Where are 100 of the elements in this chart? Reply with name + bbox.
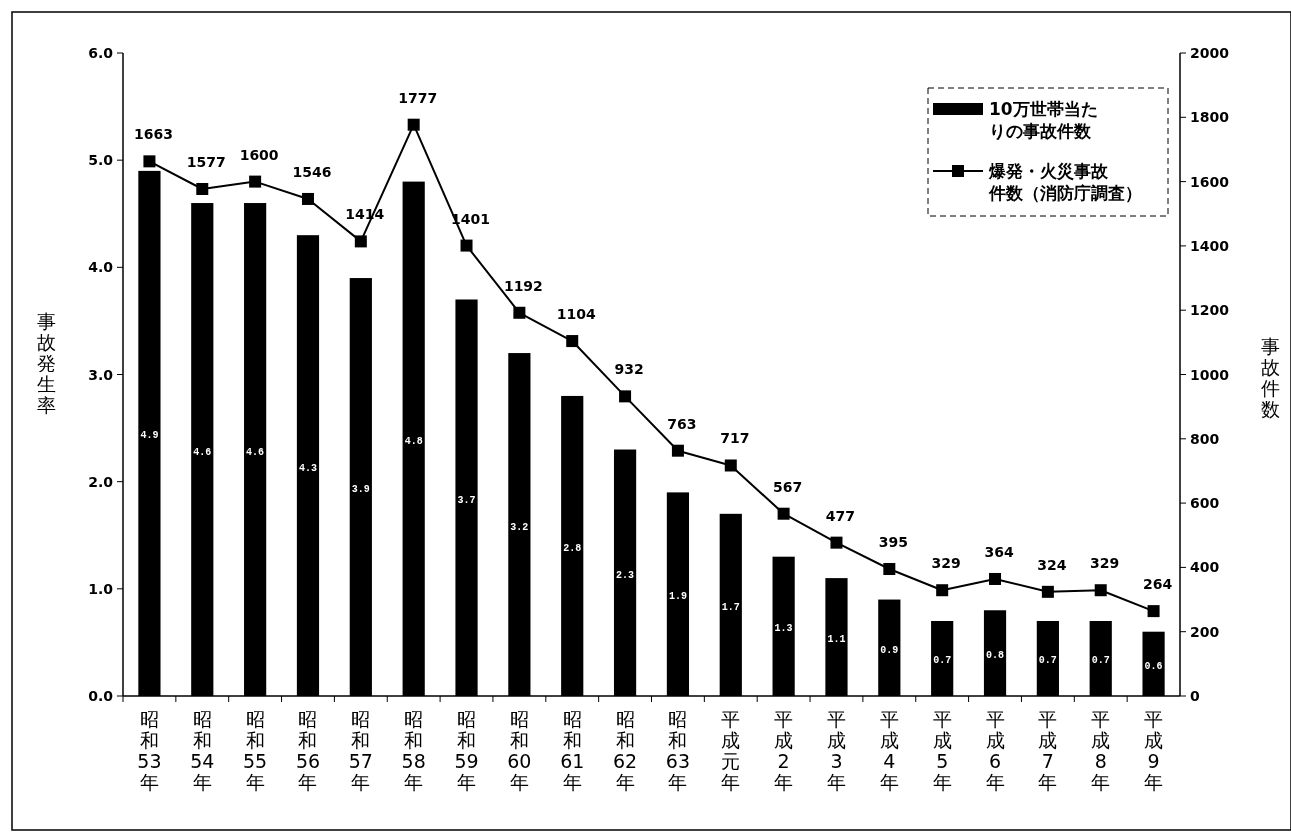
data-label: 4.8: [404, 435, 423, 447]
point: [566, 335, 579, 348]
data-label: 1.3: [774, 623, 793, 635]
data-label: 3.7: [457, 494, 476, 506]
point: [460, 239, 473, 252]
x-tick-label: 平成6年: [985, 708, 1005, 793]
point: [249, 175, 262, 188]
data-label: 1577: [186, 153, 226, 170]
x-tick-label: 昭和62年: [612, 708, 638, 793]
data-label: 4.3: [298, 462, 317, 474]
x-tick-label: 昭和59年: [454, 708, 479, 793]
data-label: 3.9: [351, 484, 370, 496]
point: [1041, 585, 1054, 598]
x-tick-label: 平成2年: [774, 708, 794, 793]
data-label: 0.7: [1038, 655, 1057, 667]
data-label: 329: [931, 555, 961, 572]
x-tick-label: 昭和54年: [190, 708, 215, 793]
point: [671, 444, 684, 457]
y2-tick-label: 1400: [1190, 237, 1230, 254]
y-tick-label: 2.0: [88, 473, 114, 490]
data-label: 1663: [133, 126, 173, 143]
data-label: 0.7: [1091, 655, 1110, 667]
y-tick-label: 4.0: [88, 259, 114, 276]
point: [724, 459, 737, 472]
data-label: 567: [773, 478, 803, 495]
data-label: 1777: [398, 89, 438, 106]
data-label: 4.9: [140, 430, 159, 442]
y2-tick-label: 800: [1190, 430, 1220, 447]
data-label: 2.8: [563, 542, 582, 554]
data-label: 477: [825, 507, 856, 524]
x-tick-label: 平成元年: [721, 708, 741, 793]
data-label: 2.3: [616, 569, 635, 581]
x-tick-label: 昭和53年: [137, 708, 162, 793]
data-label: 3.2: [510, 521, 529, 533]
y2-tick-label: 600: [1190, 495, 1220, 512]
data-label: 1.1: [827, 634, 846, 646]
data-label: 0.7: [933, 655, 952, 667]
x-tick-label: 昭和60年: [507, 708, 532, 793]
data-label: 0.8: [986, 650, 1005, 662]
data-label: 4.6: [246, 446, 265, 458]
x-tick-label: 昭和55年: [243, 708, 268, 793]
point: [354, 235, 367, 248]
point: [989, 572, 1002, 585]
data-label: 717: [720, 430, 750, 447]
data-label: 4.6: [193, 446, 212, 458]
y2-tick-label: 1800: [1190, 109, 1230, 126]
x-tick-label: 昭和57年: [348, 708, 373, 793]
point: [407, 118, 420, 131]
y2-tick-label: 0: [1190, 688, 1200, 704]
data-label: 1.9: [668, 591, 687, 603]
point: [830, 536, 843, 549]
data-label: 329: [1090, 555, 1120, 572]
point: [1147, 605, 1160, 618]
point: [1094, 584, 1107, 597]
x-tick-label: 平成5年: [932, 708, 952, 793]
x-tick-label: 平成4年: [879, 708, 899, 793]
y-tick-label: 0.0: [88, 688, 114, 704]
data-label: 932: [614, 361, 644, 378]
y2-tick-label: 2000: [1190, 45, 1230, 61]
y-axis-title: 事故発生率: [36, 310, 56, 416]
point: [777, 507, 790, 520]
x-tick-label: 昭和58年: [401, 708, 426, 793]
point: [883, 563, 896, 576]
point: [936, 584, 949, 597]
x-tick-label: 昭和61年: [560, 708, 585, 793]
y-tick-label: 5.0: [88, 152, 114, 169]
point: [619, 390, 632, 403]
data-label: 0.9: [880, 644, 899, 656]
data-label: 264: [1142, 576, 1173, 593]
point: [143, 155, 156, 168]
y2-tick-label: 1200: [1190, 302, 1230, 319]
x-tick-label: 平成3年: [826, 708, 846, 793]
y2-tick-label: 1000: [1190, 366, 1230, 383]
data-label: 1104: [556, 306, 596, 323]
x-tick-label: 平成8年: [1091, 708, 1111, 793]
data-label: 324: [1037, 556, 1067, 573]
point: [196, 183, 209, 195]
data-label: 1192: [503, 277, 543, 294]
data-label: 364: [984, 543, 1014, 560]
y2-tick-label: 200: [1190, 623, 1220, 640]
y-tick-label: 1.0: [88, 580, 114, 597]
x-tick-label: 昭和56年: [295, 708, 321, 793]
x-tick-label: 平成7年: [1038, 708, 1058, 793]
data-label: 1.7: [721, 601, 740, 613]
data-label: 1600: [239, 146, 279, 163]
data-label: 395: [878, 534, 908, 551]
data-label: 0.6: [1144, 660, 1163, 672]
y2-tick-label: 400: [1190, 559, 1220, 576]
y-tick-label: 6.0: [88, 45, 114, 61]
point: [513, 306, 526, 319]
y2-tick-label: 1600: [1190, 173, 1230, 190]
data-label: 1546: [292, 163, 332, 180]
x-tick-label: 平成9年: [1144, 708, 1164, 793]
y2-axis-title: 事故件数: [1260, 335, 1280, 420]
data-label: 763: [667, 415, 697, 432]
legend-label: 爆発・火災事故件数（消防庁調査）: [988, 161, 1142, 203]
x-tick-label: 昭和63年: [665, 708, 691, 793]
y-tick-label: 3.0: [88, 366, 114, 383]
legend-label: 10万世帯当たりの事故件数: [989, 99, 1098, 141]
point: [301, 192, 314, 205]
